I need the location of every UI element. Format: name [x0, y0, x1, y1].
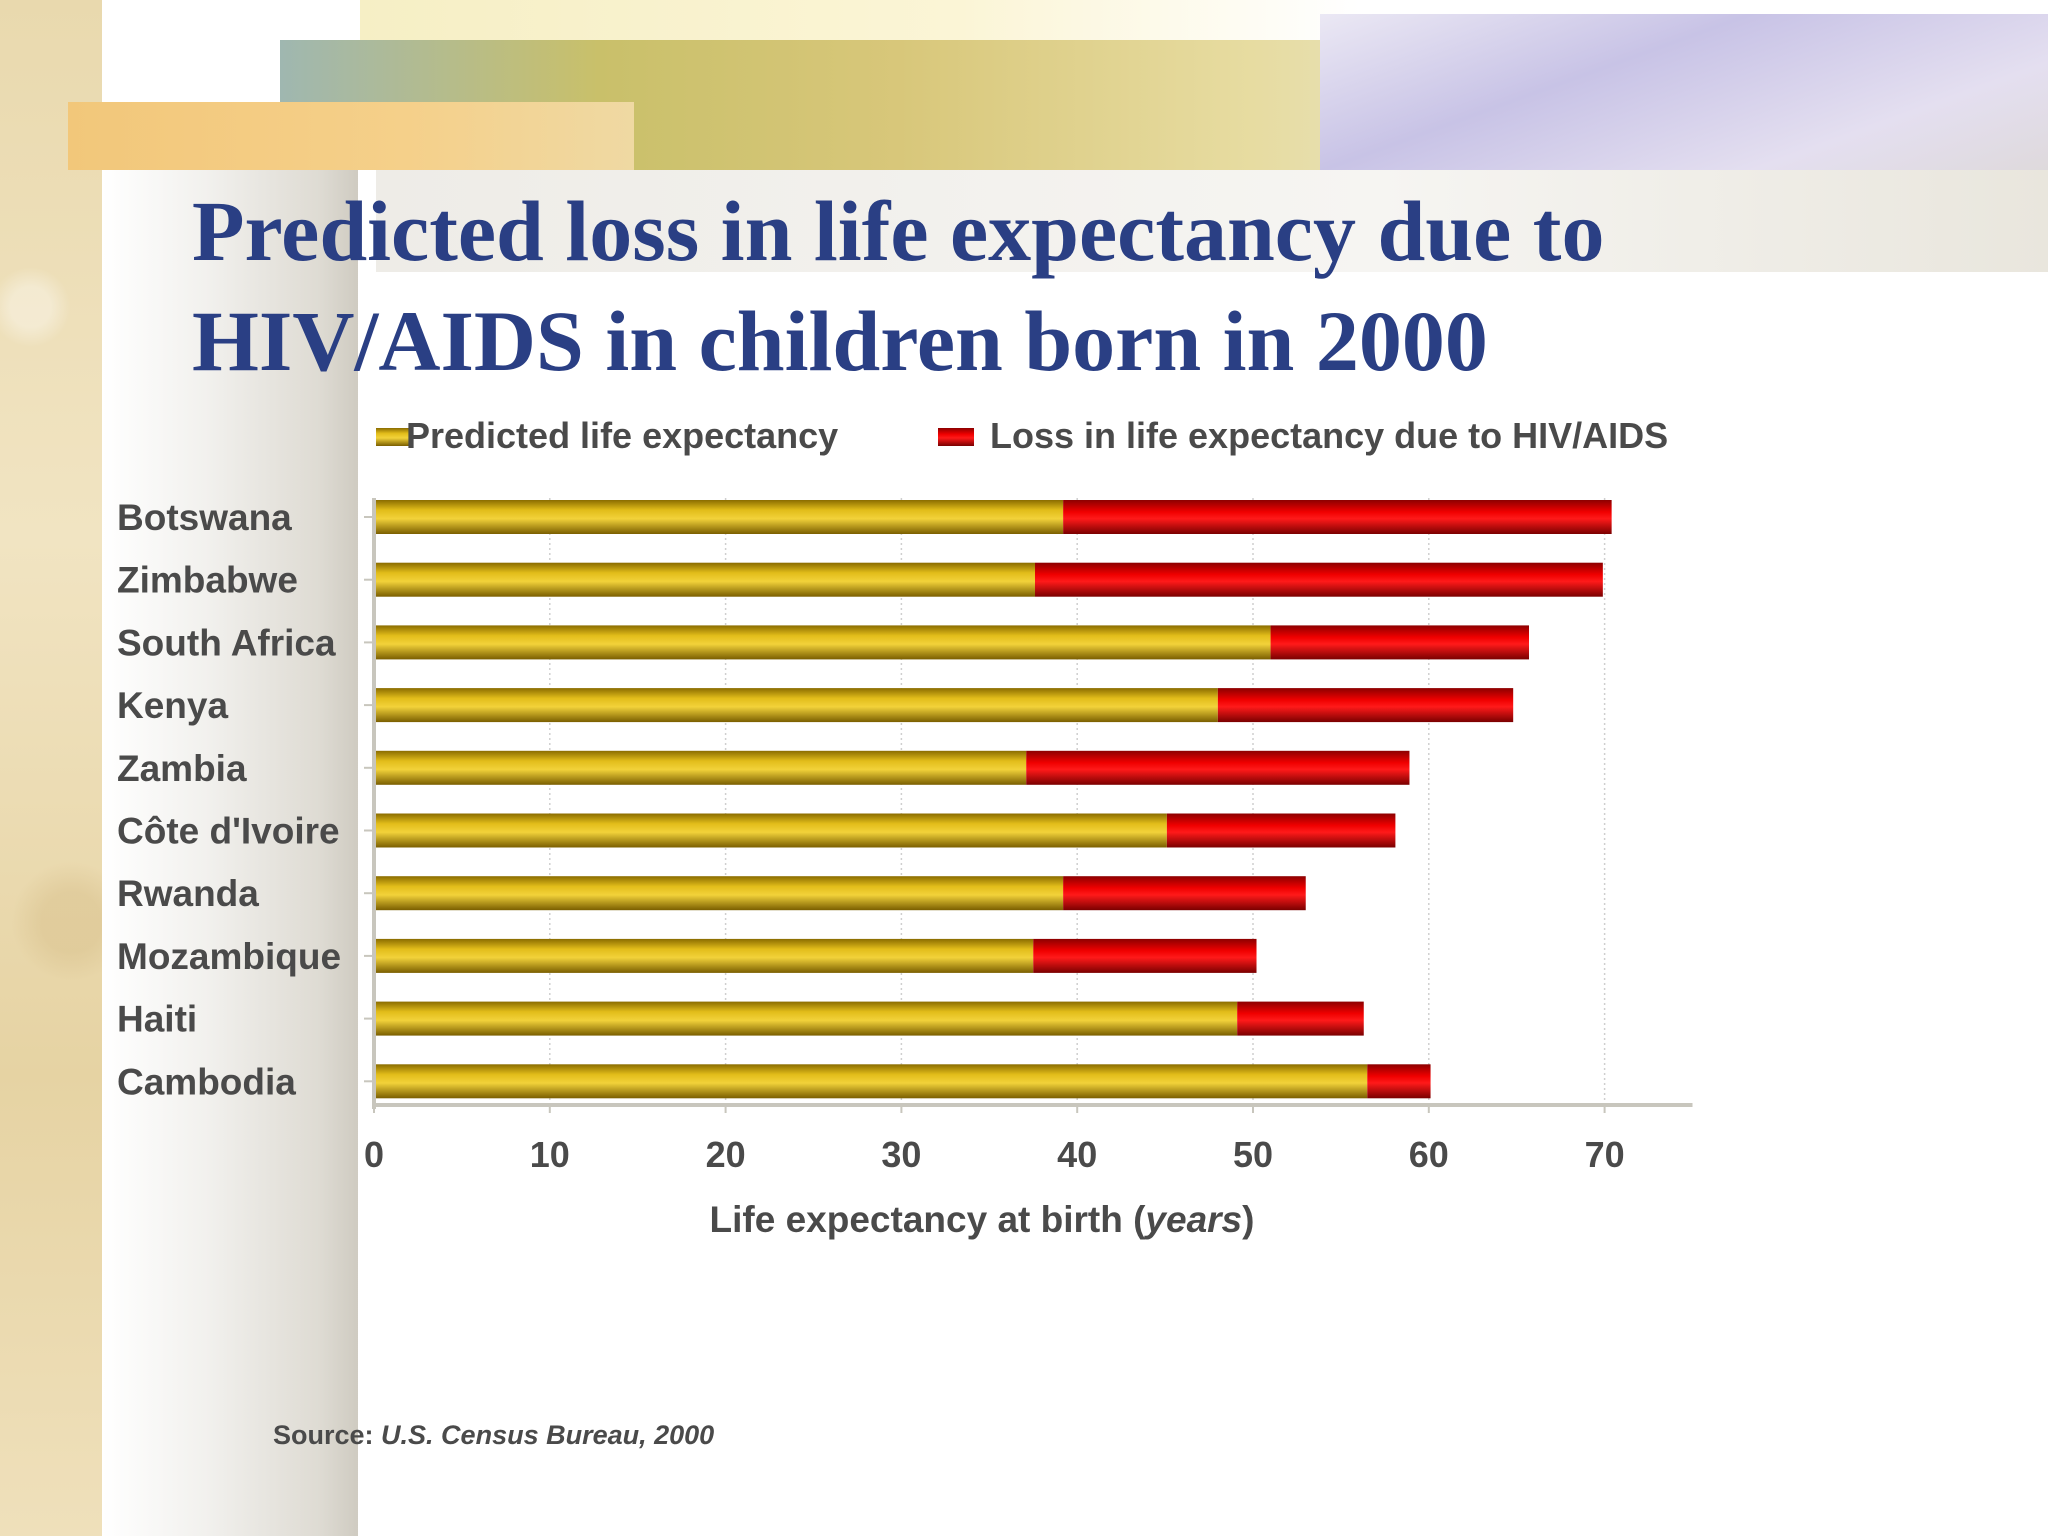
bar-loss	[1237, 1001, 1364, 1036]
bar-loss	[1035, 562, 1603, 597]
legend-swatch-loss	[938, 428, 974, 446]
bar-loss	[1026, 750, 1410, 785]
chart-legend: Predicted life expectancy Loss in life e…	[376, 415, 1668, 456]
legend-label-loss: Loss in life expectancy due to HIV/AIDS	[990, 415, 1668, 456]
decorative-banner-fade	[376, 170, 2048, 272]
bar-predicted	[374, 938, 1034, 973]
bar-loss	[1063, 876, 1306, 911]
category-label: Zambia	[117, 748, 247, 789]
source-text: U.S. Census Bureau, 2000	[381, 1420, 715, 1450]
bar-predicted	[374, 500, 1064, 534]
category-label: South Africa	[117, 622, 336, 663]
bar-predicted	[374, 688, 1218, 723]
decorative-banner-accent	[68, 102, 634, 170]
legend-label-predicted: Predicted life expectancy	[406, 415, 838, 456]
x-axis-label-unit: years	[1143, 1199, 1242, 1240]
x-axis-label-suffix: )	[1242, 1199, 1254, 1240]
bar-predicted	[374, 1064, 1368, 1099]
category-label: Cambodia	[117, 1061, 296, 1102]
bar-loss	[1270, 625, 1530, 660]
x-tick-label: 0	[364, 1134, 384, 1175]
category-label: Mozambique	[117, 936, 341, 977]
category-label: Kenya	[117, 685, 228, 726]
x-axis-label: Life expectancy at birth (years)	[710, 1199, 1255, 1240]
x-tick-labels: 0 10 20 30 40 50 60 70	[364, 1134, 1625, 1175]
category-label: Haiti	[117, 999, 197, 1040]
category-label: Zimbabwe	[117, 560, 298, 601]
x-tick-label: 10	[530, 1134, 570, 1175]
bar-loss	[1166, 813, 1396, 848]
background-panel	[102, 170, 358, 1536]
category-label: Rwanda	[117, 873, 259, 914]
x-tick-label: 20	[706, 1134, 746, 1175]
x-tick-label: 50	[1233, 1134, 1273, 1175]
background-texture	[0, 0, 102, 1536]
x-tick-label: 30	[881, 1134, 921, 1175]
chart-axes	[364, 498, 1693, 1113]
slide-title-line-1: Predicted loss in life expectancy due to	[192, 183, 1605, 279]
category-label: Botswana	[117, 497, 292, 538]
bar-predicted	[374, 813, 1167, 848]
x-axis-label-prefix: Life expectancy at birth (	[710, 1199, 1147, 1240]
x-tick-label: 40	[1057, 1134, 1097, 1175]
bar-predicted	[374, 1001, 1238, 1036]
slide-title-line-2: HIV/AIDS in children born in 2000	[192, 293, 1488, 389]
decorative-banner-top	[360, 0, 1360, 40]
bar-loss	[1217, 688, 1514, 723]
bar-predicted	[374, 562, 1036, 597]
stacked-bar-chart: Predicted life expectancy Loss in life e…	[117, 415, 1693, 1240]
bar-loss	[1033, 938, 1257, 973]
category-label: Côte d'Ivoire	[117, 811, 340, 852]
category-labels: Botswana Zimbabwe South Africa Kenya Zambia C…	[117, 497, 341, 1102]
x-tick-label: 60	[1409, 1134, 1449, 1175]
source-label: Source:	[273, 1420, 374, 1450]
bar-loss	[1063, 500, 1612, 534]
legend-swatch-predicted	[376, 428, 410, 446]
bar-predicted	[374, 750, 1027, 785]
slide-title: Predicted loss in life expectancy due to…	[192, 176, 1972, 396]
bar-predicted	[374, 876, 1064, 911]
bar-predicted	[374, 625, 1271, 660]
bar-loss	[1367, 1064, 1431, 1099]
x-tick-label: 70	[1585, 1134, 1625, 1175]
source-note: Source: U.S. Census Bureau, 2000	[273, 1420, 714, 1451]
chart-bars	[374, 500, 1612, 1099]
